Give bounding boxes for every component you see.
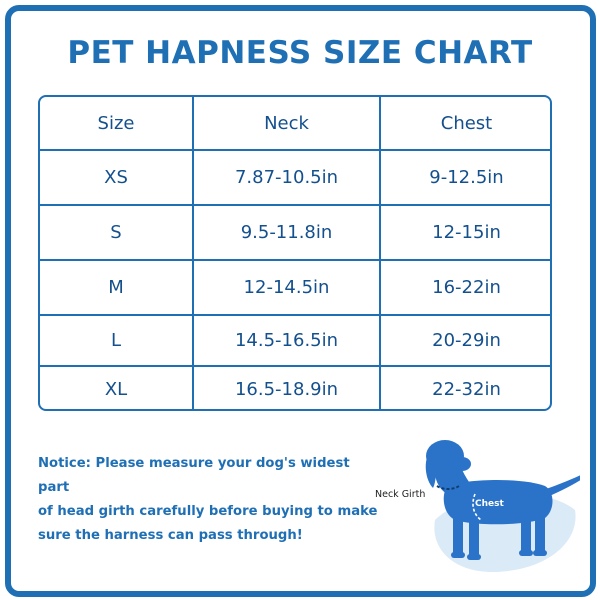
table-cell-neck: 16.5-18.9in [234, 378, 339, 400]
notice-text: Notice: Please measure your dog's widest… [38, 452, 378, 548]
table-cell-neck: 7.87-10.5in [234, 167, 339, 188]
table-cell-size: XL [104, 378, 128, 400]
table-cell-size: M [108, 277, 124, 298]
chest-label: Chest [475, 499, 504, 509]
notice-line: of head girth carefully before buying to… [38, 504, 378, 519]
row-divider [40, 204, 550, 206]
table-cell-neck: 9.5-11.8in [240, 222, 333, 243]
dog-icon [425, 440, 580, 560]
table-cell-chest: 12-15in [432, 222, 501, 243]
header-chest: Chest [440, 112, 493, 134]
neck-girth-marker [436, 485, 460, 490]
header-size: Size [97, 112, 135, 134]
table-cell-chest: 9-12.5in [429, 167, 504, 188]
size-table: Size Neck Chest XS 7.87-10.5in 9-12.5in … [38, 95, 552, 411]
notice-line: sure the harness can pass through! [38, 528, 303, 543]
header-neck: Neck [264, 112, 309, 134]
row-divider [40, 149, 550, 151]
table-cell-size: XS [104, 167, 128, 188]
table-cell-neck: 12-14.5in [243, 277, 330, 298]
notice-line: Notice: Please measure your dog's widest… [38, 456, 350, 495]
row-divider [40, 314, 550, 316]
column-divider [379, 97, 381, 409]
row-divider [40, 365, 550, 367]
neck-girth-label: Neck Girth [375, 489, 425, 500]
row-divider [40, 259, 550, 261]
chart-title: PET HAPNESS SIZE CHART [67, 35, 533, 71]
table-cell-size: L [110, 330, 122, 351]
column-divider [192, 97, 194, 409]
table-cell-size: S [110, 222, 122, 243]
table-cell-neck: 14.5-16.5in [234, 330, 339, 351]
chest-girth-marker [472, 493, 482, 521]
dog-measurement-illustration: Neck Girth Chest [375, 440, 580, 573]
table-cell-chest: 20-29in [432, 330, 501, 351]
table-cell-chest: 16-22in [432, 277, 501, 298]
table-cell-chest: 22-32in [432, 378, 501, 400]
